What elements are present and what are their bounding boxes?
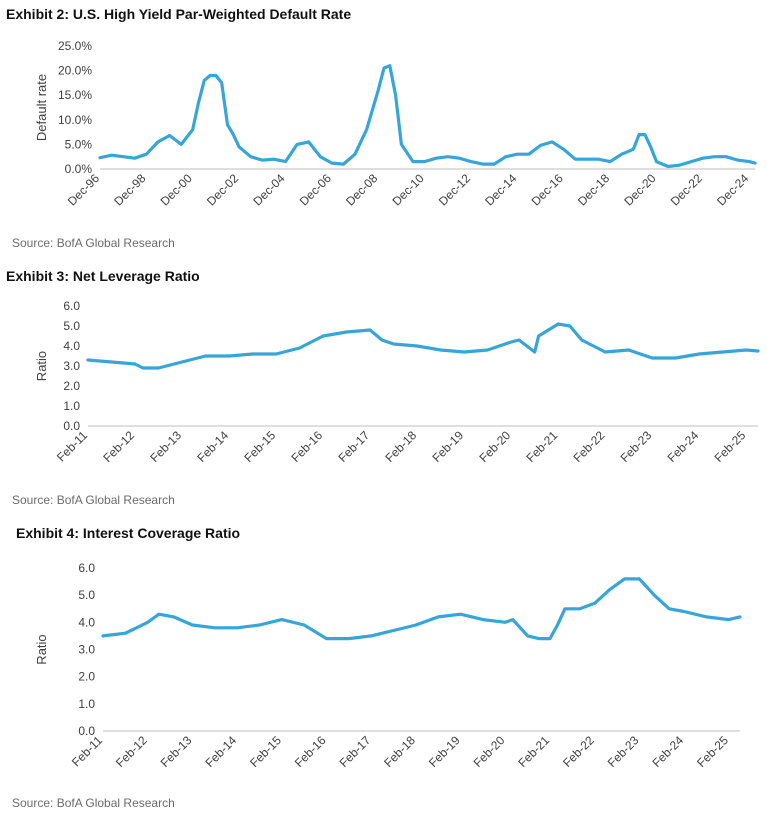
x-tick-label: Feb-13 bbox=[158, 733, 195, 770]
y-tick-label: 4.0 bbox=[78, 615, 95, 629]
y-tick-label: 0.0 bbox=[63, 419, 80, 433]
source-note: Source: BofA Global Research bbox=[12, 796, 175, 810]
x-tick-label: Dec-22 bbox=[668, 171, 705, 208]
default-rate-chart: 0.0% 5.0% 10.0% 15.0% 20.0% 25.0% Default rate… bbox=[34, 39, 757, 208]
x-tick-label: Feb-22 bbox=[571, 428, 608, 465]
x-tick-label: Dec-98 bbox=[111, 171, 148, 208]
x-tick-label: Feb-21 bbox=[524, 428, 561, 465]
y-tick-label: 3.0 bbox=[63, 359, 80, 373]
y-tick-label: 15.0% bbox=[58, 88, 92, 102]
y-tick-label: 0.0 bbox=[78, 724, 95, 738]
exhibit-interest-coverage: Exhibit 4: Interest Coverage Ratio 0.0 1.… bbox=[0, 514, 767, 817]
x-tick-label: Feb-17 bbox=[335, 428, 372, 465]
x-tick-label: Dec-96 bbox=[65, 171, 102, 208]
x-tick-label: Feb-22 bbox=[560, 733, 597, 770]
y-tick-label: 1.0 bbox=[78, 697, 95, 711]
x-tick-label: Feb-23 bbox=[618, 428, 655, 465]
x-tick-label: Feb-16 bbox=[288, 428, 325, 465]
x-tick-label: Feb-17 bbox=[337, 733, 374, 770]
x-tick-label: Dec-08 bbox=[343, 171, 380, 208]
y-axis-title: Default rate bbox=[34, 74, 49, 141]
x-tick-label: Feb-14 bbox=[202, 733, 239, 770]
chart-title: Exhibit 3: Net Leverage Ratio bbox=[6, 268, 200, 284]
series-line bbox=[86, 322, 760, 370]
x-tick-label: Dec-12 bbox=[436, 171, 473, 208]
x-tick-label: Dec-00 bbox=[158, 171, 195, 208]
x-tick-label: Dec-02 bbox=[204, 171, 241, 208]
x-tick-label: Feb-19 bbox=[426, 733, 463, 770]
x-tick-label: Dec-06 bbox=[297, 171, 334, 208]
x-tick-label: Feb-14 bbox=[194, 428, 231, 465]
y-tick-label: 6.0 bbox=[63, 299, 80, 313]
y-tick-label: 4.0 bbox=[63, 339, 80, 353]
x-tick-label: Feb-15 bbox=[241, 428, 278, 465]
x-tick-label: Feb-13 bbox=[147, 428, 184, 465]
x-tick-label: Feb-11 bbox=[54, 428, 90, 464]
y-tick-label: 5.0 bbox=[63, 319, 80, 333]
series-line bbox=[98, 64, 757, 169]
chart-title: Exhibit 4: Interest Coverage Ratio bbox=[16, 525, 241, 541]
net-leverage-chart: 0.0 1.0 2.0 3.0 4.0 5.0 6.0 Ratio Feb-11 Feb-12 Fe… bbox=[34, 299, 760, 465]
y-tick-label: 2.0 bbox=[78, 670, 95, 684]
x-tick-label: Feb-25 bbox=[694, 733, 731, 770]
exhibit-net-leverage: Exhibit 3: Net Leverage Ratio 0.0 1.0 2.0 3… bbox=[0, 262, 767, 514]
x-tick-label: Feb-20 bbox=[471, 733, 508, 770]
x-tick-label: Dec-04 bbox=[250, 171, 287, 208]
x-tick-label: Dec-24 bbox=[714, 171, 751, 208]
y-tick-label: 5.0 bbox=[78, 588, 95, 602]
y-tick-label: 0.0% bbox=[65, 162, 93, 176]
x-tick-label: Feb-15 bbox=[247, 733, 284, 770]
y-tick-label: 10.0% bbox=[58, 113, 92, 127]
y-tick-label: 20.0% bbox=[58, 64, 92, 78]
x-tick-label: Dec-14 bbox=[482, 171, 519, 208]
x-tick-label: Feb-18 bbox=[381, 733, 418, 770]
x-tick-label: Feb-11 bbox=[69, 733, 105, 769]
y-axis-title: Ratio bbox=[34, 351, 49, 381]
x-tick-label: Feb-24 bbox=[665, 428, 702, 465]
source-note: Source: BofA Global Research bbox=[12, 236, 175, 250]
source-note: Source: BofA Global Research bbox=[12, 493, 175, 507]
x-tick-label: Feb-23 bbox=[605, 733, 642, 770]
y-tick-label: 5.0% bbox=[65, 137, 93, 151]
x-tick-label: Feb-20 bbox=[476, 428, 513, 465]
x-tick-label: Feb-25 bbox=[712, 428, 749, 465]
y-tick-label: 3.0 bbox=[78, 643, 95, 657]
chart-title: Exhibit 2: U.S. High Yield Par-Weighted … bbox=[6, 6, 352, 22]
series-line bbox=[101, 577, 742, 641]
exhibit-default-rate: Exhibit 2: U.S. High Yield Par-Weighted … bbox=[0, 0, 767, 262]
x-tick-label: Dec-20 bbox=[621, 171, 658, 208]
x-tick-label: Dec-18 bbox=[575, 171, 612, 208]
x-tick-label: Feb-21 bbox=[515, 733, 552, 770]
y-tick-label: 1.0 bbox=[63, 399, 80, 413]
x-tick-label: Feb-24 bbox=[649, 733, 686, 770]
x-tick-label: Dec-16 bbox=[529, 171, 566, 208]
y-tick-label: 25.0% bbox=[58, 39, 92, 53]
y-tick-label: 2.0 bbox=[63, 379, 80, 393]
x-tick-label: Feb-16 bbox=[292, 733, 329, 770]
x-tick-label: Dec-10 bbox=[389, 171, 426, 208]
x-tick-label: Feb-19 bbox=[429, 428, 466, 465]
x-tick-label: Feb-18 bbox=[382, 428, 419, 465]
y-axis-title: Ratio bbox=[34, 634, 49, 664]
y-tick-label: 6.0 bbox=[78, 561, 95, 575]
x-tick-label: Feb-12 bbox=[113, 733, 150, 770]
x-tick-label: Feb-12 bbox=[100, 428, 137, 465]
